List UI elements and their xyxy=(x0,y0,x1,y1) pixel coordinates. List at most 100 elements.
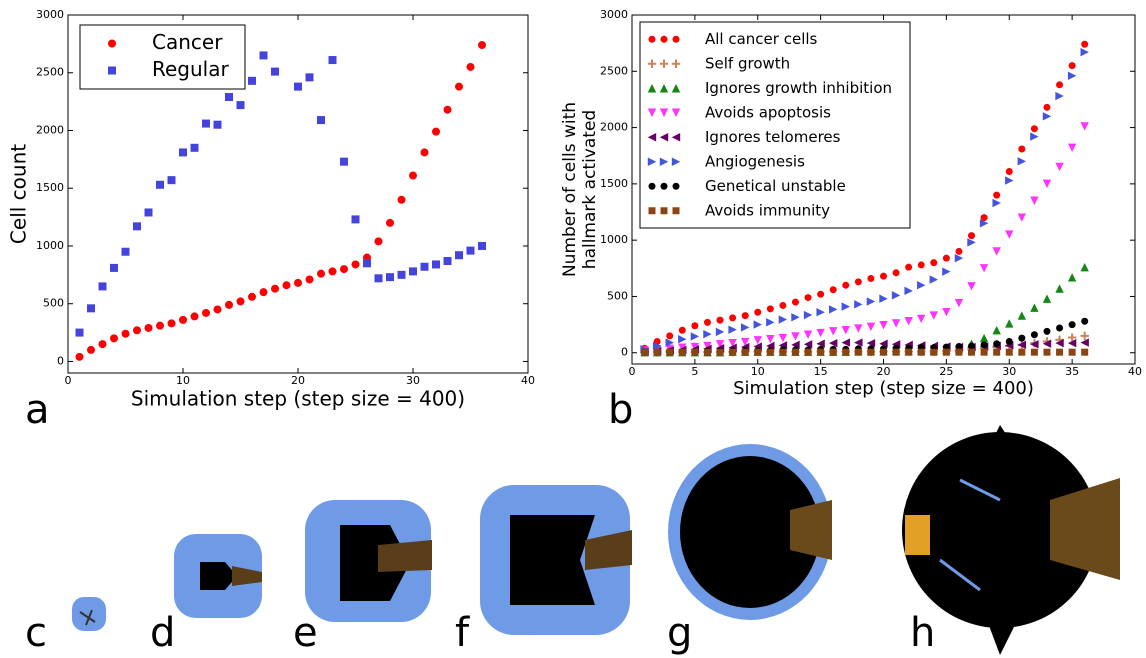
point xyxy=(1081,348,1089,356)
point xyxy=(156,180,164,189)
point xyxy=(1056,324,1064,332)
point xyxy=(1056,81,1064,89)
point xyxy=(1067,143,1077,153)
point xyxy=(942,308,951,317)
x-tick-label: 5 xyxy=(691,365,698,378)
point xyxy=(1055,284,1064,293)
y-tick-label: 3000 xyxy=(36,8,64,21)
x-tick-label: 30 xyxy=(1002,365,1016,378)
point xyxy=(854,278,862,286)
point xyxy=(929,311,938,320)
point xyxy=(741,348,749,356)
legend-marker xyxy=(647,84,657,93)
x-tick-label: 0 xyxy=(65,374,72,387)
point xyxy=(1030,348,1038,356)
point xyxy=(829,286,837,294)
point xyxy=(271,284,279,293)
point xyxy=(979,264,989,273)
point xyxy=(942,254,950,262)
legend-marker xyxy=(660,207,668,215)
y-tick-label: 2500 xyxy=(36,66,64,79)
panel-label: f xyxy=(455,610,470,656)
legend-marker xyxy=(647,108,657,117)
legend-label: All cancer cells xyxy=(705,30,818,48)
point xyxy=(98,282,107,291)
point xyxy=(1068,62,1076,70)
point xyxy=(409,267,417,276)
point xyxy=(397,195,406,204)
y-tick-label: 0 xyxy=(621,346,628,359)
y-tick-label: 2000 xyxy=(36,123,64,136)
point xyxy=(455,251,463,260)
y-axis-label: Cell count xyxy=(7,144,31,244)
point xyxy=(968,232,976,240)
y-tick-label: 2500 xyxy=(600,64,628,77)
point xyxy=(271,67,279,76)
point xyxy=(740,323,750,332)
point xyxy=(968,342,976,350)
panel-label: h xyxy=(910,610,935,656)
point xyxy=(703,341,712,351)
point xyxy=(816,328,825,338)
point xyxy=(891,319,901,328)
legend-label: Self growth xyxy=(705,54,790,72)
x-axis-label: Simulation step (step size = 400) xyxy=(733,378,1034,399)
legend-marker xyxy=(659,59,669,68)
point xyxy=(1018,348,1026,356)
point xyxy=(905,263,913,271)
point xyxy=(728,338,737,348)
point xyxy=(841,302,850,311)
x-tick-label: 40 xyxy=(1128,365,1142,378)
point xyxy=(904,317,913,326)
point xyxy=(954,299,964,308)
point xyxy=(121,329,130,338)
point xyxy=(1017,340,1027,350)
point xyxy=(766,318,775,327)
point xyxy=(1081,40,1089,48)
point xyxy=(121,247,130,256)
point xyxy=(305,275,314,284)
point xyxy=(842,281,850,289)
point xyxy=(156,321,164,330)
x-tick-label: 10 xyxy=(176,374,190,387)
point xyxy=(1005,230,1014,239)
point xyxy=(1043,103,1051,111)
legend-marker xyxy=(659,133,669,142)
point xyxy=(753,320,762,329)
point xyxy=(190,312,199,321)
point xyxy=(133,222,141,231)
point xyxy=(1080,262,1089,272)
point xyxy=(715,327,725,337)
point xyxy=(766,305,774,313)
point xyxy=(766,335,775,344)
point xyxy=(816,308,825,317)
point xyxy=(841,338,850,347)
point xyxy=(955,348,963,356)
point xyxy=(374,237,383,246)
point xyxy=(1030,196,1039,205)
point xyxy=(678,335,687,344)
panel-label: c xyxy=(25,610,47,656)
point xyxy=(867,274,875,282)
legend-marker xyxy=(647,157,657,166)
point xyxy=(179,315,187,324)
point xyxy=(690,342,700,352)
legend-label: Angiogenesis xyxy=(705,152,805,170)
point xyxy=(779,301,787,309)
y-tick-label: 500 xyxy=(607,289,628,302)
legend-marker xyxy=(672,207,680,215)
point xyxy=(443,105,452,114)
point xyxy=(1056,348,1064,356)
point xyxy=(804,294,812,302)
point xyxy=(892,348,900,356)
point xyxy=(804,348,812,356)
point xyxy=(929,275,938,284)
point xyxy=(866,338,876,348)
legend-marker xyxy=(660,182,668,190)
legend-label: Ignores telomeres xyxy=(705,128,841,146)
legend-marker xyxy=(660,35,668,43)
y-axis-label: Number of cells with xyxy=(560,102,580,277)
point xyxy=(1042,294,1052,303)
point xyxy=(259,288,268,297)
